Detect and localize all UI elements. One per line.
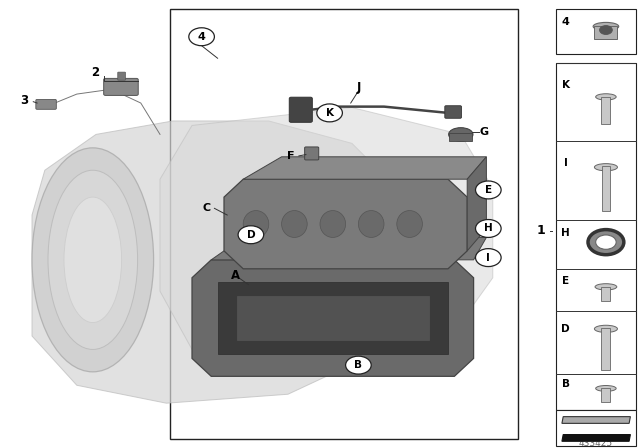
Text: 1: 1: [536, 224, 545, 237]
Text: D: D: [246, 230, 255, 240]
Ellipse shape: [596, 94, 616, 100]
Ellipse shape: [32, 148, 154, 372]
FancyBboxPatch shape: [556, 410, 636, 446]
Ellipse shape: [64, 197, 122, 323]
FancyBboxPatch shape: [170, 9, 518, 439]
Polygon shape: [562, 417, 630, 423]
FancyBboxPatch shape: [556, 63, 636, 410]
Ellipse shape: [243, 211, 269, 237]
Bar: [449, 133, 472, 141]
Circle shape: [596, 235, 616, 249]
Polygon shape: [218, 282, 448, 354]
Ellipse shape: [595, 325, 618, 332]
Ellipse shape: [358, 211, 384, 237]
Circle shape: [476, 220, 501, 237]
Text: 433425: 433425: [579, 439, 612, 448]
FancyBboxPatch shape: [36, 99, 56, 109]
Circle shape: [189, 28, 214, 46]
Ellipse shape: [397, 211, 422, 237]
Text: 3: 3: [20, 94, 28, 108]
Text: H: H: [484, 224, 493, 233]
Text: K: K: [562, 80, 570, 90]
Ellipse shape: [596, 385, 616, 392]
Text: J: J: [356, 81, 360, 94]
Polygon shape: [224, 179, 467, 269]
Text: E: E: [562, 276, 570, 286]
Text: I: I: [564, 158, 568, 168]
FancyBboxPatch shape: [104, 78, 138, 95]
FancyBboxPatch shape: [556, 9, 636, 54]
Text: K: K: [326, 108, 333, 118]
Bar: [602, 97, 611, 124]
FancyBboxPatch shape: [289, 97, 312, 122]
Circle shape: [346, 356, 371, 374]
Text: H: H: [561, 228, 570, 238]
Polygon shape: [160, 108, 493, 349]
Circle shape: [588, 229, 624, 254]
Text: A: A: [231, 269, 240, 282]
Polygon shape: [192, 260, 474, 376]
Bar: [602, 328, 611, 370]
Bar: [602, 166, 610, 211]
FancyBboxPatch shape: [118, 72, 125, 80]
Ellipse shape: [282, 211, 307, 237]
Circle shape: [476, 249, 501, 267]
Text: F: F: [287, 151, 295, 161]
Text: I: I: [486, 253, 490, 263]
FancyBboxPatch shape: [305, 147, 319, 160]
Ellipse shape: [595, 164, 618, 171]
Circle shape: [317, 104, 342, 122]
Ellipse shape: [593, 22, 619, 30]
Circle shape: [238, 226, 264, 244]
Text: B: B: [355, 360, 362, 370]
Polygon shape: [467, 157, 486, 251]
Ellipse shape: [320, 211, 346, 237]
Text: 4: 4: [198, 32, 205, 42]
Circle shape: [600, 26, 612, 34]
Text: E: E: [484, 185, 492, 195]
Text: 4: 4: [562, 17, 570, 27]
Text: B: B: [562, 379, 570, 389]
Text: C: C: [202, 203, 210, 213]
Bar: [602, 287, 611, 301]
Polygon shape: [243, 157, 486, 179]
Text: 2: 2: [91, 66, 99, 79]
Text: D: D: [561, 324, 570, 334]
Polygon shape: [32, 121, 416, 403]
Polygon shape: [562, 435, 630, 441]
Text: G: G: [480, 127, 489, 137]
Bar: [595, 26, 618, 39]
FancyBboxPatch shape: [445, 106, 461, 118]
Circle shape: [476, 181, 501, 199]
Ellipse shape: [595, 284, 617, 290]
Bar: [602, 388, 611, 402]
Bar: [237, 296, 429, 340]
Polygon shape: [211, 237, 486, 260]
Ellipse shape: [449, 128, 473, 141]
Ellipse shape: [48, 170, 138, 349]
